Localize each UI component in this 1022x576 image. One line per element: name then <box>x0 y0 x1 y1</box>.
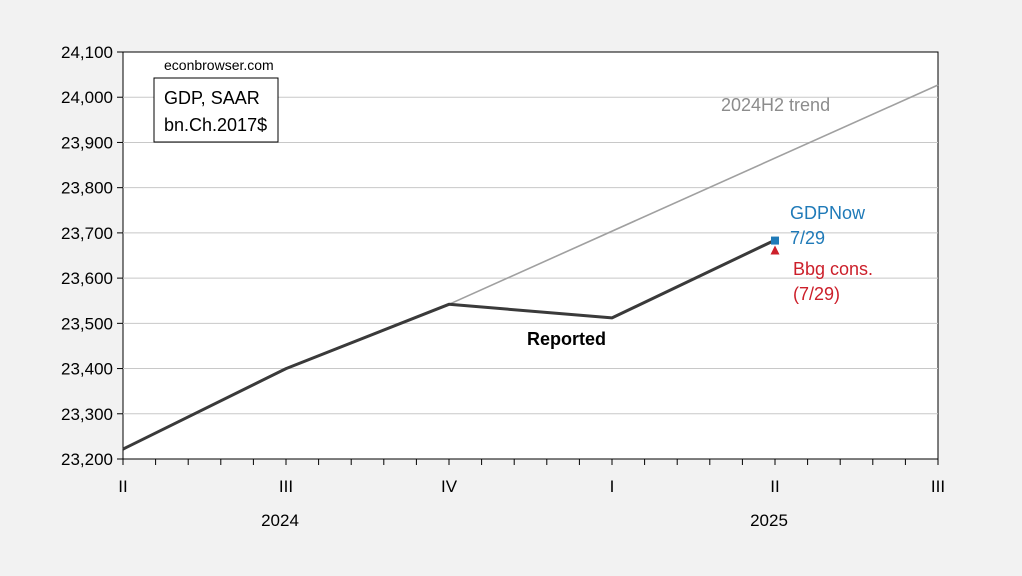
reported-line <box>122 238 776 451</box>
x-tick-label: III <box>279 477 293 496</box>
legend-box-line2: bn.Ch.2017$ <box>164 115 267 135</box>
year-label: 2025 <box>750 511 788 530</box>
y-axis: 23,200 23,300 23,400 23,500 23,600 23,700 23,8… <box>61 43 123 469</box>
y-tick-label: 23,600 <box>61 269 113 288</box>
watermark: econbrowser.com <box>164 57 274 73</box>
y-tick-label: 23,300 <box>61 405 113 424</box>
grid-lines <box>123 96 938 415</box>
bbg-cons-marker <box>770 245 780 255</box>
legend-box-line1: GDP, SAAR <box>164 88 260 108</box>
y-tick-label: 23,700 <box>61 224 113 243</box>
x-tick-label: I <box>610 477 615 496</box>
y-tick-label: 23,200 <box>61 450 113 469</box>
reported-label: Reported <box>527 329 606 349</box>
y-tick-label: 23,500 <box>61 314 113 333</box>
gdpnow-marker <box>771 236 779 245</box>
legend-box <box>153 77 279 143</box>
y-tick-label: 23,400 <box>61 360 113 379</box>
points-group <box>770 236 780 255</box>
gdpnow-label-line1: GDPNow <box>790 203 866 223</box>
bbg-label-line1: Bbg cons. <box>793 259 873 279</box>
year-label: 2024 <box>261 511 299 530</box>
x-tick-label: II <box>118 477 127 496</box>
y-tick-label: 23,800 <box>61 179 113 198</box>
trend-label: 2024H2 trend <box>721 95 830 115</box>
bbg-label-line2: (7/29) <box>793 284 840 304</box>
y-tick-label: 23,900 <box>61 133 113 152</box>
x-tick-label: III <box>931 477 945 496</box>
gdpnow-label-line2: 7/29 <box>790 228 825 248</box>
trend-line <box>448 84 939 306</box>
y-tick-label: 24,100 <box>61 43 113 62</box>
x-tick-label: II <box>770 477 779 496</box>
series-group <box>122 84 939 451</box>
x-tick-label: IV <box>441 477 458 496</box>
y-tick-label: 24,000 <box>61 88 113 107</box>
